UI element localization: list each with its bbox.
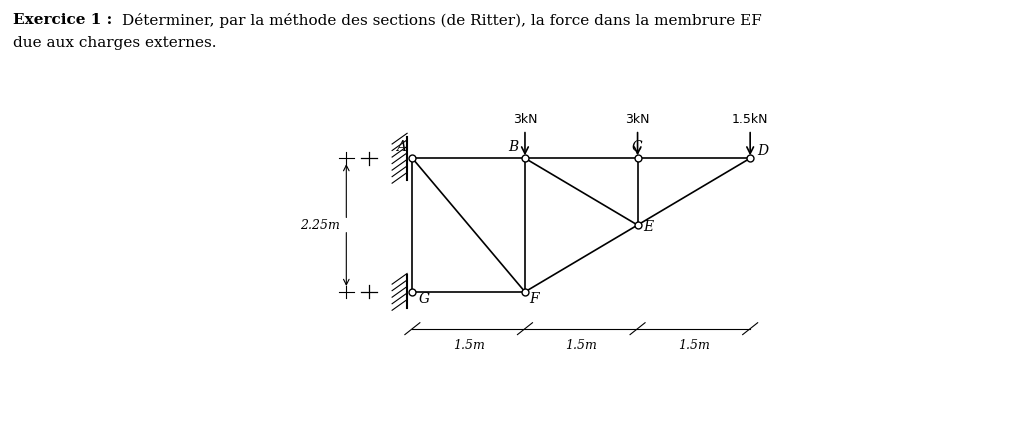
Text: G: G <box>418 291 429 306</box>
Text: B: B <box>508 140 519 154</box>
Text: 1.5m: 1.5m <box>565 339 597 352</box>
Text: due aux charges externes.: due aux charges externes. <box>13 36 217 51</box>
Text: A: A <box>396 140 406 154</box>
Text: 2.25m: 2.25m <box>300 219 341 232</box>
Text: D: D <box>758 144 769 158</box>
Text: C: C <box>632 140 642 154</box>
Text: 1.5m: 1.5m <box>678 339 710 352</box>
Text: 1.5kN: 1.5kN <box>732 113 769 126</box>
Text: 3kN: 3kN <box>625 113 650 126</box>
Text: E: E <box>644 220 654 234</box>
Text: 3kN: 3kN <box>513 113 537 126</box>
Text: F: F <box>530 291 539 306</box>
Text: Exercice 1 :: Exercice 1 : <box>13 13 118 27</box>
Text: Déterminer, par la méthode des sections (de Ritter), la force dans la membrure E: Déterminer, par la méthode des sections … <box>122 13 762 28</box>
Text: 1.5m: 1.5m <box>453 339 485 352</box>
